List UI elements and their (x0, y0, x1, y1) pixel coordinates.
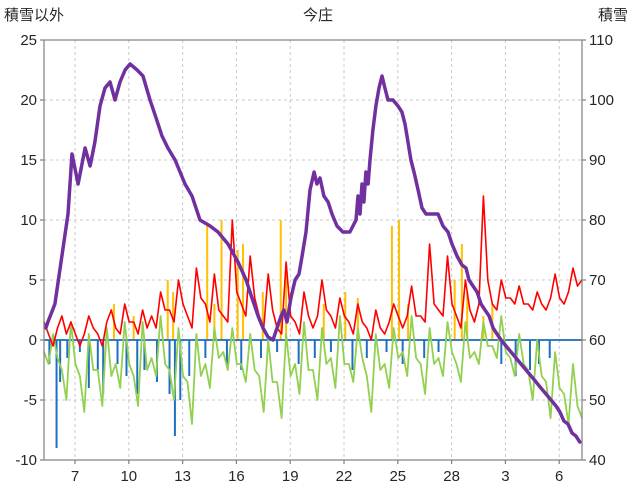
x-tick-label: 16 (228, 468, 245, 485)
left-tick-label: 15 (20, 152, 37, 169)
right-axis-title: 積雪 (597, 7, 628, 24)
chart-title: 今庄 (302, 7, 333, 24)
x-tick-label: 10 (120, 468, 137, 485)
right-tick-label: 100 (589, 92, 614, 109)
right-tick-label: 110 (589, 32, 613, 49)
x-tick-label: 6 (555, 468, 563, 485)
left-tick-label: 5 (29, 272, 37, 289)
x-tick-label: 7 (71, 468, 79, 485)
left-tick-label: 20 (20, 92, 37, 109)
green-line (43, 315, 583, 425)
snow-depth-purple (44, 62, 582, 444)
left-tick-label: -5 (24, 392, 37, 409)
x-tick-label: 22 (336, 468, 353, 485)
right-tick-label: 40 (589, 452, 606, 469)
left-tick-label: 0 (29, 332, 37, 349)
right-tick-label: 90 (589, 152, 606, 169)
red-line (43, 195, 583, 347)
left-tick-label: 10 (20, 212, 37, 229)
x-tick-label: 13 (174, 468, 191, 485)
right-tick-label: 60 (589, 332, 606, 349)
plot-frame (43, 39, 583, 461)
x-tick-label: 3 (501, 468, 509, 485)
x-tick-label: 28 (443, 468, 460, 485)
right-tick-label: 70 (589, 272, 606, 289)
left-tick-label: -10 (15, 452, 37, 469)
x-tick-label: 19 (282, 468, 299, 485)
x-tick-label: 25 (389, 468, 406, 485)
right-tick-label: 80 (589, 212, 606, 229)
right-tick-label: 50 (589, 392, 606, 409)
left-axis-title: 積雪以外 (4, 7, 65, 24)
left-tick-label: 25 (20, 32, 37, 49)
